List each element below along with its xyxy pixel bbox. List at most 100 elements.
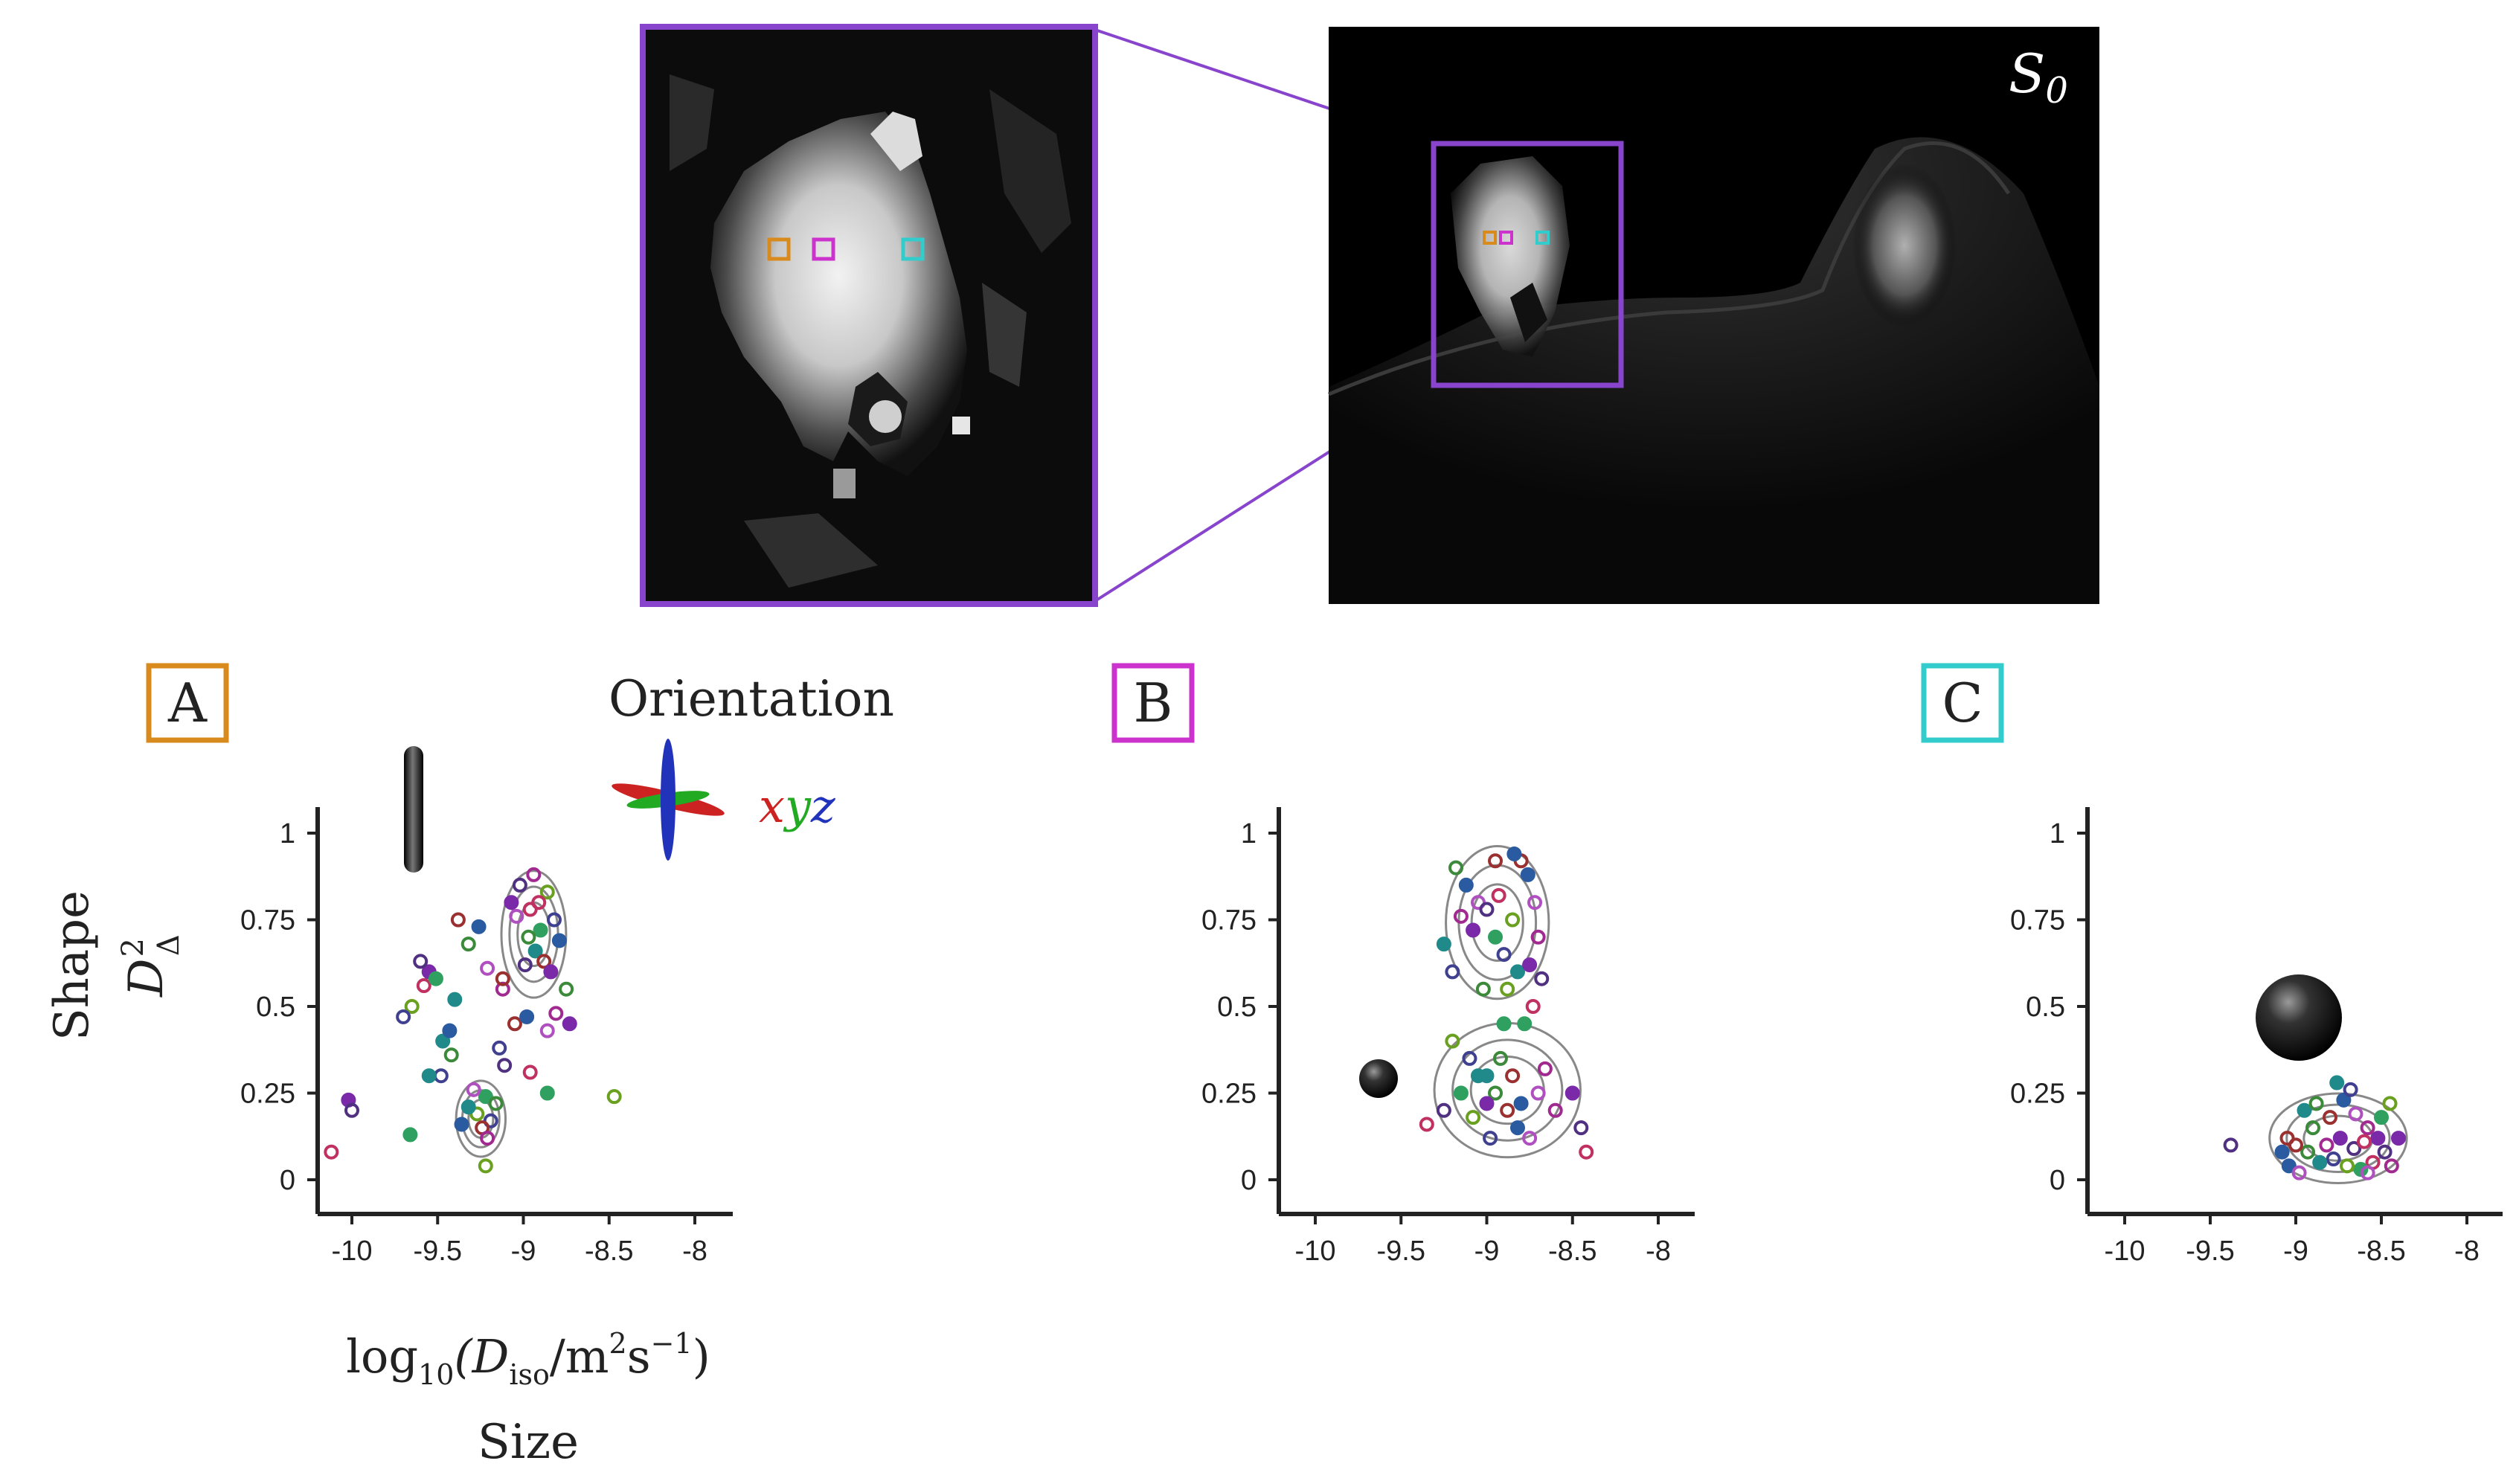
data-point — [344, 1102, 359, 1118]
data-point — [1445, 964, 1460, 980]
data-point — [2323, 1110, 2337, 1125]
data-point — [324, 1144, 339, 1160]
data-point — [428, 971, 443, 986]
data-point — [521, 929, 536, 945]
data-point — [2308, 1096, 2324, 1111]
y-axis-symbol: D2Δ — [116, 934, 186, 998]
data-point — [517, 957, 533, 973]
y-tick-label: 0 — [1241, 1165, 1257, 1196]
x-tick-label: -9 — [1474, 1236, 1500, 1267]
x-tick-label: -9 — [511, 1236, 536, 1267]
y-tick-label: 0.5 — [2026, 992, 2065, 1023]
data-point — [1483, 1131, 1498, 1146]
data-point — [536, 954, 552, 969]
x-axis-title: Size — [478, 1415, 579, 1470]
data-point — [546, 912, 562, 928]
chart-b: 0 0.25 0.5 0.75 1 -10 -9.5 -9 -8.5 -8 — [1201, 807, 1695, 1267]
data-point — [1505, 912, 1521, 928]
data-point — [1520, 867, 1535, 882]
data-point — [606, 1089, 622, 1105]
data-point — [1522, 1131, 1538, 1146]
data-point — [416, 978, 431, 994]
data-point — [2326, 1151, 2341, 1167]
data-point — [1419, 1117, 1434, 1132]
data-point — [2332, 1131, 2348, 1146]
data-point — [2281, 1158, 2297, 1174]
chart-a: 0 0.25 0.5 0.75 1 -10 -9.5 -9 -8.5 -8 — [240, 746, 733, 1267]
data-point — [480, 1131, 495, 1146]
data-point — [1509, 964, 1525, 980]
data-points — [324, 867, 622, 1174]
roi-b-marker-zoom — [812, 237, 835, 261]
data-point — [2340, 1158, 2355, 1174]
data-point — [1466, 922, 1481, 938]
data-point — [1537, 1061, 1553, 1076]
data-point — [539, 884, 555, 900]
data-point — [1453, 1085, 1469, 1101]
data-point — [492, 1040, 507, 1056]
data-point — [495, 981, 510, 997]
data-point — [2382, 1096, 2398, 1111]
data-point — [1565, 1085, 1580, 1101]
roi-a-marker-zoom — [767, 237, 791, 261]
data-point — [522, 1064, 538, 1080]
data-point — [2336, 1092, 2352, 1108]
y-tick-label: 1 — [1241, 818, 1257, 849]
data-points — [2223, 1075, 2406, 1181]
orientation-glyph — [612, 739, 725, 861]
large-sphere-glyph — [2256, 974, 2342, 1061]
y-tick-label: 0 — [280, 1165, 295, 1196]
data-point — [478, 1089, 493, 1105]
scatter-charts: 0 0.25 0.5 0.75 1 -10 -9.5 -9 -8.5 -8 0 0.25 0.5 0.75… — [240, 746, 2503, 1267]
contralateral-tissue — [1852, 164, 1957, 327]
data-point — [447, 992, 463, 1007]
y-tick-label: 0.75 — [240, 905, 295, 937]
zoom-region-box — [1431, 141, 1624, 388]
data-point — [1500, 1102, 1515, 1118]
data-point — [539, 1085, 555, 1101]
y-tick-label: 0.25 — [1201, 1079, 1257, 1110]
data-point — [1479, 1096, 1495, 1111]
data-point — [2391, 1131, 2406, 1146]
panel-label-a: A — [146, 663, 229, 743]
y-tick-label: 0.5 — [256, 992, 295, 1023]
data-point — [1509, 1120, 1525, 1136]
data-point — [460, 937, 476, 952]
data-point — [1525, 999, 1541, 1014]
data-point — [1547, 1102, 1563, 1118]
y-tick-label: 0.5 — [1217, 992, 1257, 1023]
contour — [500, 870, 568, 999]
data-point — [1534, 971, 1550, 986]
x-tick-label: -8.5 — [2357, 1236, 2405, 1267]
data-point — [543, 964, 559, 980]
data-point — [435, 1033, 451, 1049]
data-point — [551, 933, 567, 948]
data-point — [1579, 1144, 1594, 1160]
data-point — [1496, 1016, 1512, 1032]
data-point — [504, 895, 519, 910]
y-tick-label: 0.75 — [2010, 905, 2065, 937]
mri-zoom-inset — [640, 24, 1098, 607]
y-tick-label: 0 — [2050, 1165, 2065, 1196]
data-point — [471, 919, 487, 934]
density-contours — [1433, 845, 1582, 1159]
x-tick-label: -9.5 — [2186, 1236, 2234, 1267]
data-point — [2297, 1102, 2312, 1118]
data-point — [509, 908, 524, 924]
data-point — [2319, 1137, 2334, 1153]
data-point — [443, 1047, 459, 1063]
data-point — [2346, 1141, 2362, 1157]
data-point — [396, 1009, 411, 1024]
y-tick-label: 1 — [2050, 818, 2065, 849]
data-point — [478, 1158, 493, 1174]
chart-c: 0 0.25 0.5 0.75 1 -10 -9.5 -9 -8.5 -8 — [2010, 807, 2503, 1267]
data-point — [2274, 1144, 2290, 1160]
data-point — [2348, 1106, 2363, 1122]
data-point — [1488, 853, 1503, 869]
data-point — [507, 1016, 522, 1032]
svg-text:C: C — [1942, 672, 1983, 734]
contour — [1451, 1038, 1564, 1142]
y-axis-title: Shape — [45, 890, 100, 1041]
data-point — [1530, 929, 1546, 945]
